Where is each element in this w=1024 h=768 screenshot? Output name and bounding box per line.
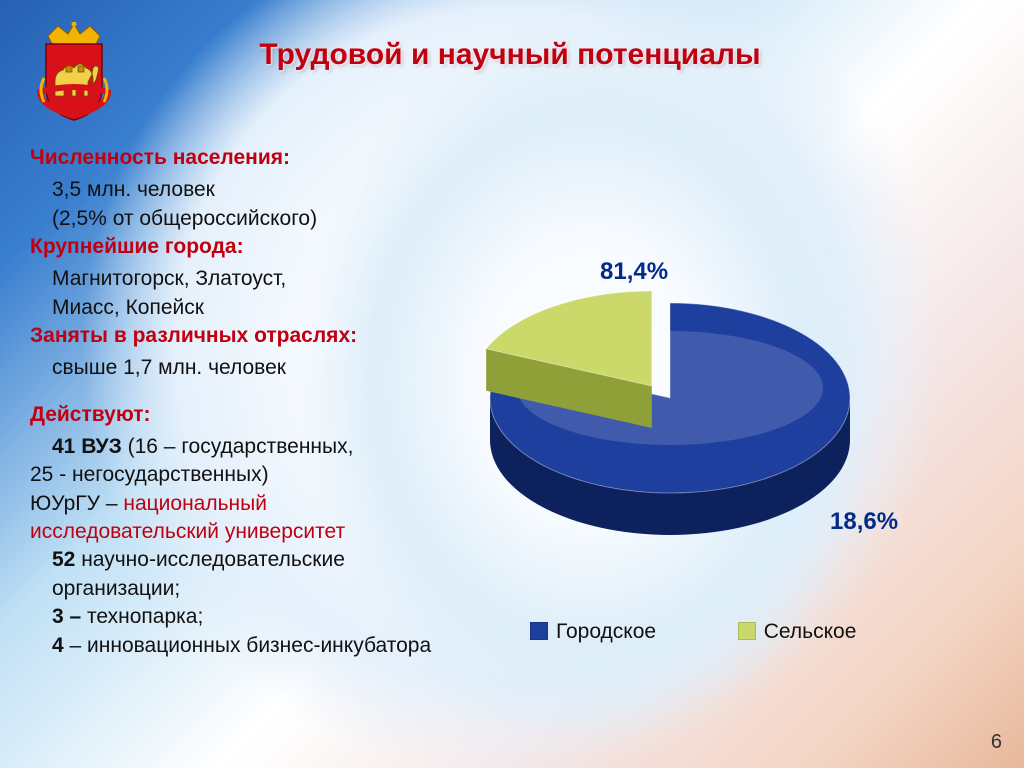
legend-swatch-rural xyxy=(738,622,756,640)
population-line-2: (2,5% от общероссийского) xyxy=(30,205,445,233)
cities-heading: Крупнейшие города: xyxy=(30,235,244,258)
employment-heading: Заняты в различных отраслях: xyxy=(30,324,357,347)
legend-label-urban: Городское xyxy=(556,620,656,643)
universities-detail-2: 25 - негосударственных) xyxy=(30,461,445,489)
population-pie-chart: 81,4% 18,6% xyxy=(470,278,910,558)
cities-line-2: Миасс, Копейск xyxy=(30,294,445,322)
technoparks-count: 3 – xyxy=(52,605,81,628)
pie-label-urban: 81,4% xyxy=(600,258,668,286)
legend-label-rural: Сельское xyxy=(764,620,857,643)
universities-detail-1: (16 – государственных, xyxy=(122,435,354,458)
research-orgs-count: 52 xyxy=(52,548,75,571)
population-heading: Численность населения: xyxy=(30,146,290,169)
employment-line-1: свыше 1,7 млн. человек xyxy=(30,354,445,382)
slide-title: Трудовой и научный потенциалы xyxy=(150,38,870,72)
crown-icon xyxy=(48,22,100,44)
cities-line-1: Магнитогорск, Златоуст, xyxy=(30,265,445,293)
page-number: 6 xyxy=(991,731,1002,754)
legend-swatch-urban xyxy=(530,622,548,640)
info-text-block: Численность населения: 3,5 млн. человек … xyxy=(30,144,445,660)
technoparks-text: технопарка; xyxy=(81,605,203,628)
universities-count: 41 ВУЗ xyxy=(52,435,122,458)
susu-prefix: ЮУрГУ – xyxy=(30,492,123,515)
incubators-text: – инновационных бизнес-инкубатора xyxy=(64,634,431,657)
research-orgs-text: научно-исследовательские организации; xyxy=(52,548,345,599)
pie-label-rural: 18,6% xyxy=(830,508,898,536)
operating-heading: Действуют: xyxy=(30,403,151,426)
population-line-1: 3,5 млн. человек xyxy=(30,176,445,204)
coat-of-arms xyxy=(30,22,118,122)
pie-legend: Городское Сельское xyxy=(530,620,950,644)
incubators-count: 4 xyxy=(52,634,64,657)
